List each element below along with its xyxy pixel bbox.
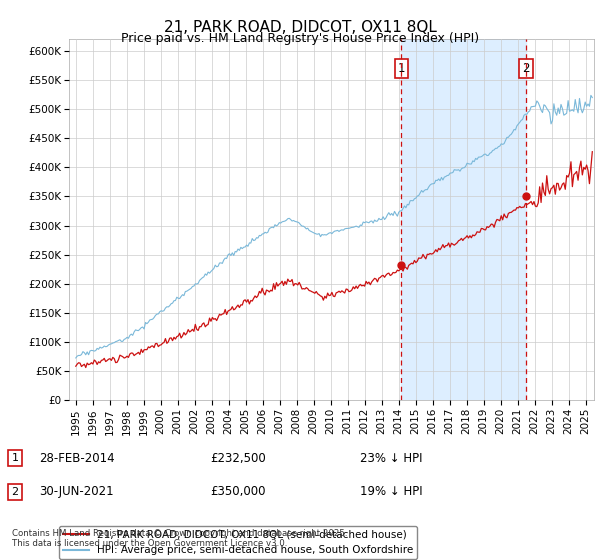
- Text: 2: 2: [11, 487, 19, 497]
- Text: £350,000: £350,000: [210, 485, 265, 498]
- Text: 19% ↓ HPI: 19% ↓ HPI: [360, 485, 422, 498]
- Text: 23% ↓ HPI: 23% ↓ HPI: [360, 451, 422, 465]
- Legend: 21, PARK ROAD, DIDCOT, OX11 8QL (semi-detached house), HPI: Average price, semi-: 21, PARK ROAD, DIDCOT, OX11 8QL (semi-de…: [59, 526, 418, 559]
- Text: £232,500: £232,500: [210, 451, 266, 465]
- Text: 1: 1: [11, 453, 19, 463]
- Text: 21, PARK ROAD, DIDCOT, OX11 8QL: 21, PARK ROAD, DIDCOT, OX11 8QL: [164, 20, 436, 35]
- Bar: [401, 39, 526, 400]
- Text: Contains HM Land Registry data © Crown copyright and database right 2025.
This d: Contains HM Land Registry data © Crown c…: [12, 529, 347, 548]
- Text: 30-JUN-2021: 30-JUN-2021: [39, 485, 113, 498]
- Text: 1: 1: [398, 62, 405, 75]
- Text: 2: 2: [522, 62, 530, 75]
- Text: Price paid vs. HM Land Registry's House Price Index (HPI): Price paid vs. HM Land Registry's House …: [121, 32, 479, 45]
- Text: 28-FEB-2014: 28-FEB-2014: [39, 451, 115, 465]
